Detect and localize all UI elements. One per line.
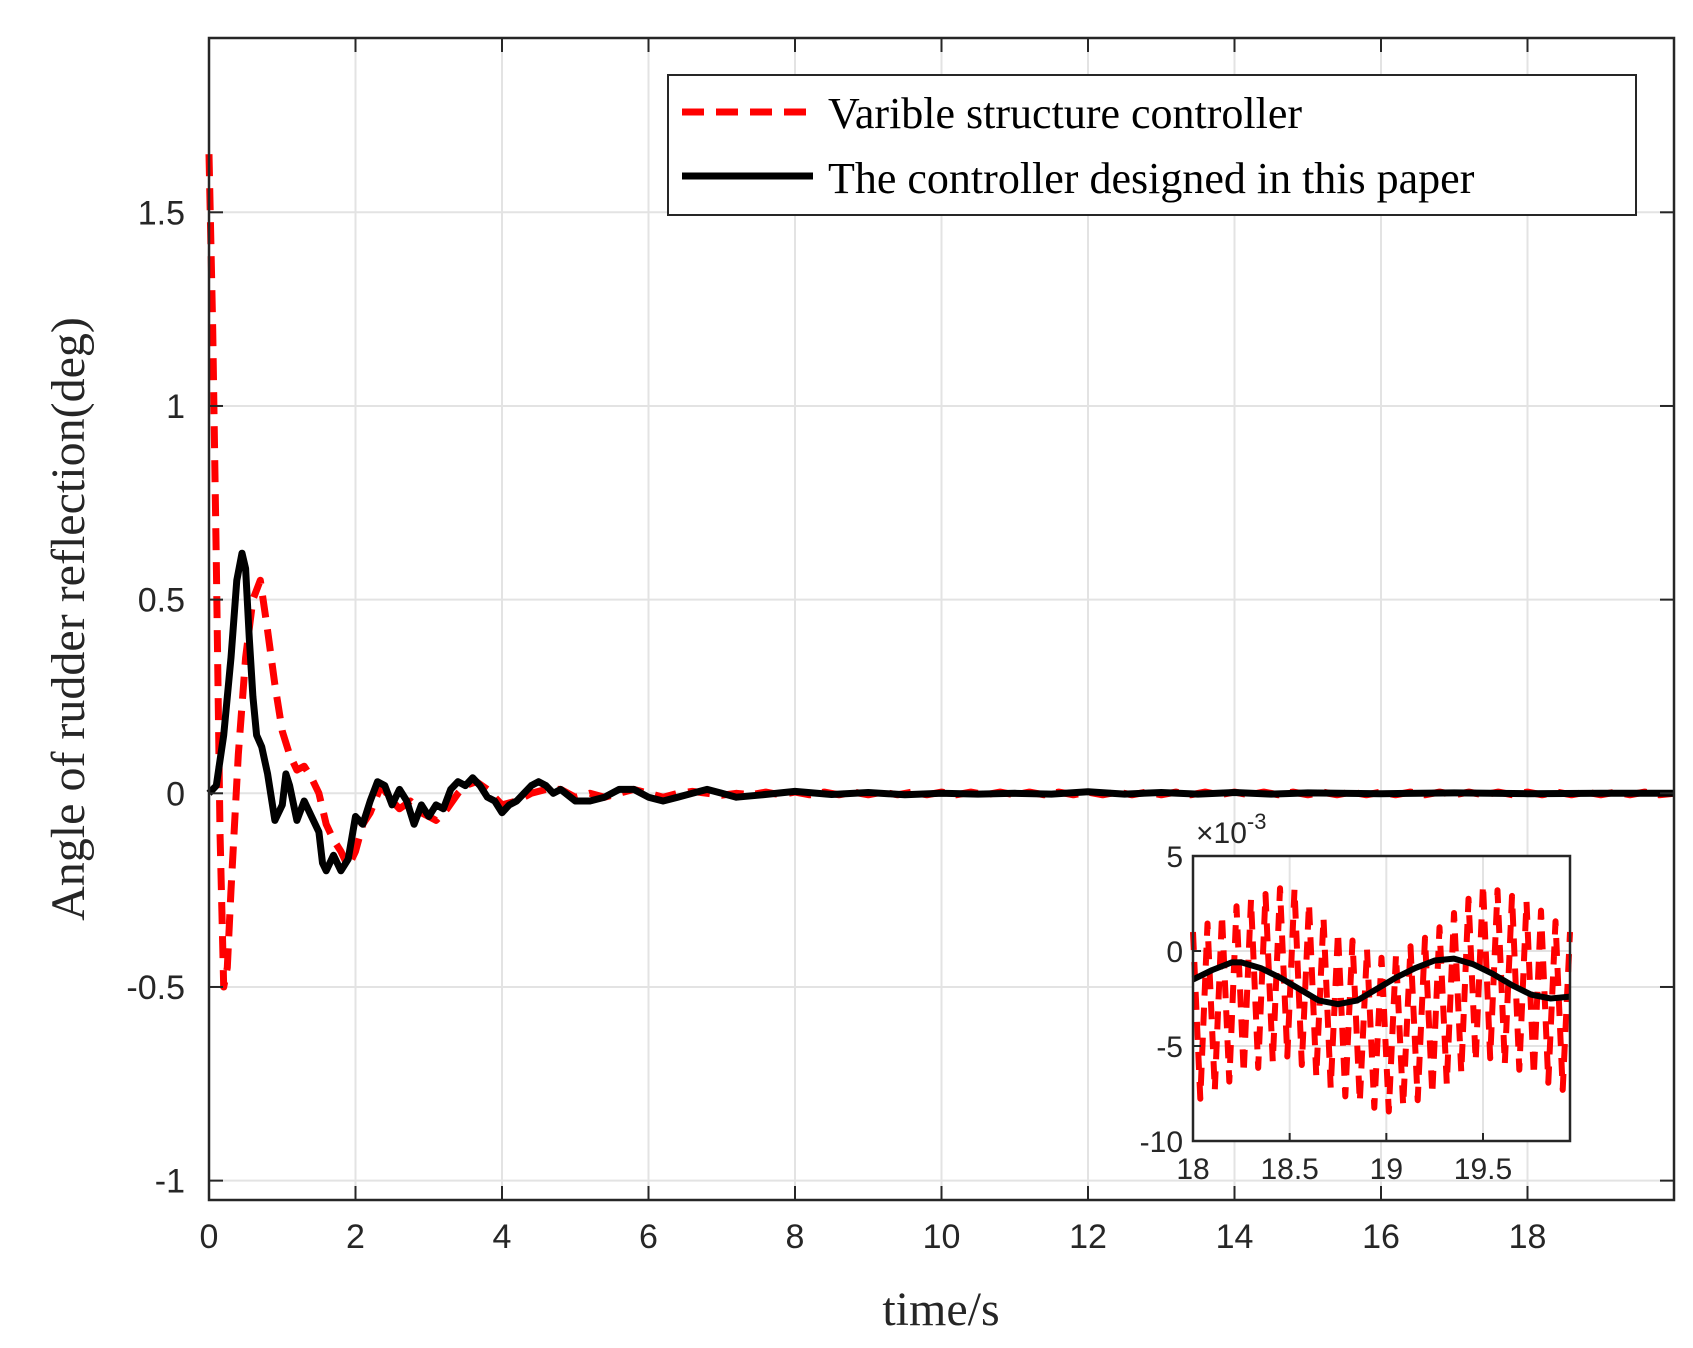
inset-ticks: 18 18.5 19 19.5 -10 -5 0 5	[1140, 841, 1513, 1186]
inset-plot-frame	[1191, 854, 1572, 1143]
main-x-tick-label: 14	[1216, 1218, 1254, 1256]
inset-y-tick-label: 0	[1166, 936, 1183, 969]
y-axis-label: Angle of rudder reflection(deg)	[42, 317, 95, 921]
inset-chart: 18 18.5 19 19.5 -10 -5 0 5 ×10-3	[1140, 809, 1573, 1186]
main-x-tick-label: 18	[1509, 1218, 1547, 1256]
inset-x-tick-label: 18	[1176, 1153, 1209, 1186]
inset-exponent-power: -3	[1247, 809, 1267, 834]
inset-y-tick-label: 5	[1166, 841, 1183, 874]
main-x-tick-label: 4	[493, 1218, 512, 1256]
inset-exponent-base: ×10	[1196, 817, 1247, 850]
main-series-line-the-controller-designed-in-this-paper	[206, 549, 1674, 875]
main-x-tick-label: 6	[639, 1218, 658, 1256]
main-x-tick-label: 12	[1069, 1218, 1107, 1256]
main-ticks: 0 2 4 6 8 10 12 14 16 18 -1 -0.5 0 0.5 1 1.5	[126, 38, 1674, 1256]
legend: Varible structure controller The control…	[667, 74, 1637, 216]
inset-y-tick-label: -10	[1140, 1126, 1183, 1159]
inset-series	[1190, 881, 1573, 1115]
inset-y-tick-label: -5	[1156, 1031, 1183, 1064]
main-x-tick-label: 16	[1362, 1218, 1400, 1256]
main-y-tick-label: 0	[166, 775, 185, 813]
main-y-tick-label: 0.5	[138, 582, 185, 620]
inset-x-tick-label: 19.5	[1454, 1153, 1512, 1186]
main-y-tick-label: -0.5	[126, 969, 185, 1007]
legend-box	[667, 74, 1637, 216]
main-x-tick-label: 2	[346, 1218, 365, 1256]
inset-series-line-varible-structure-controller	[1190, 881, 1573, 1115]
main-y-tick-label: 1.5	[138, 194, 185, 232]
inset-series-line-the-controller-designed-in-this-paper	[1191, 955, 1571, 1008]
main-x-tick-label: 8	[786, 1218, 805, 1256]
inset-x-tick-label: 18.5	[1260, 1153, 1318, 1186]
inset-exponent-label: ×10-3	[1196, 809, 1266, 850]
main-y-tick-label: 1	[166, 388, 185, 426]
x-axis-label: time/s	[882, 1283, 999, 1336]
inset-x-tick-label: 19	[1370, 1153, 1403, 1186]
main-series	[205, 154, 1675, 991]
main-x-tick-label: 0	[200, 1218, 219, 1256]
main-x-tick-label: 10	[923, 1218, 961, 1256]
legend-label-designed-controller: The controller designed in this paper	[828, 154, 1475, 203]
legend-label-varible-structure-controller: Varible structure controller	[828, 89, 1302, 138]
main-y-tick-label: -1	[155, 1163, 185, 1201]
